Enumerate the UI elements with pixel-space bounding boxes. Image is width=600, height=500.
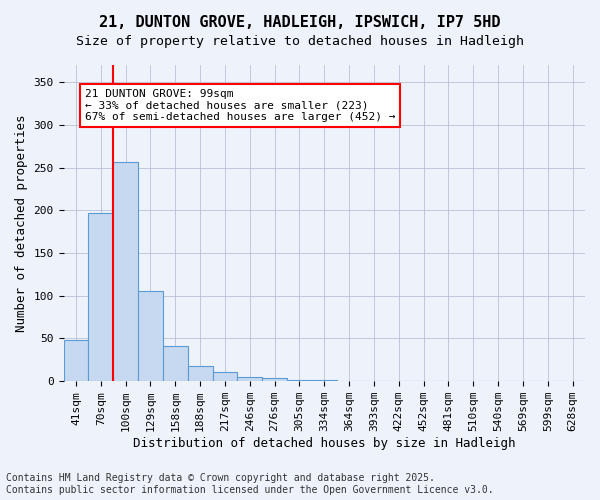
- Bar: [312, 380, 337, 381]
- Bar: [212, 372, 238, 381]
- Text: 21, DUNTON GROVE, HADLEIGH, IPSWICH, IP7 5HD: 21, DUNTON GROVE, HADLEIGH, IPSWICH, IP7…: [99, 15, 501, 30]
- Bar: [163, 346, 188, 381]
- Bar: [138, 292, 163, 381]
- Bar: [287, 380, 312, 381]
- Text: Contains HM Land Registry data © Crown copyright and database right 2025.
Contai: Contains HM Land Registry data © Crown c…: [6, 474, 494, 495]
- Y-axis label: Number of detached properties: Number of detached properties: [15, 114, 28, 332]
- Text: Size of property relative to detached houses in Hadleigh: Size of property relative to detached ho…: [76, 35, 524, 48]
- Bar: [113, 162, 138, 381]
- Bar: [238, 377, 262, 381]
- Bar: [64, 340, 88, 381]
- Text: 21 DUNTON GROVE: 99sqm
← 33% of detached houses are smaller (223)
67% of semi-de: 21 DUNTON GROVE: 99sqm ← 33% of detached…: [85, 89, 395, 122]
- X-axis label: Distribution of detached houses by size in Hadleigh: Distribution of detached houses by size …: [133, 437, 515, 450]
- Bar: [88, 213, 113, 381]
- Bar: [262, 378, 287, 381]
- Bar: [188, 366, 212, 381]
